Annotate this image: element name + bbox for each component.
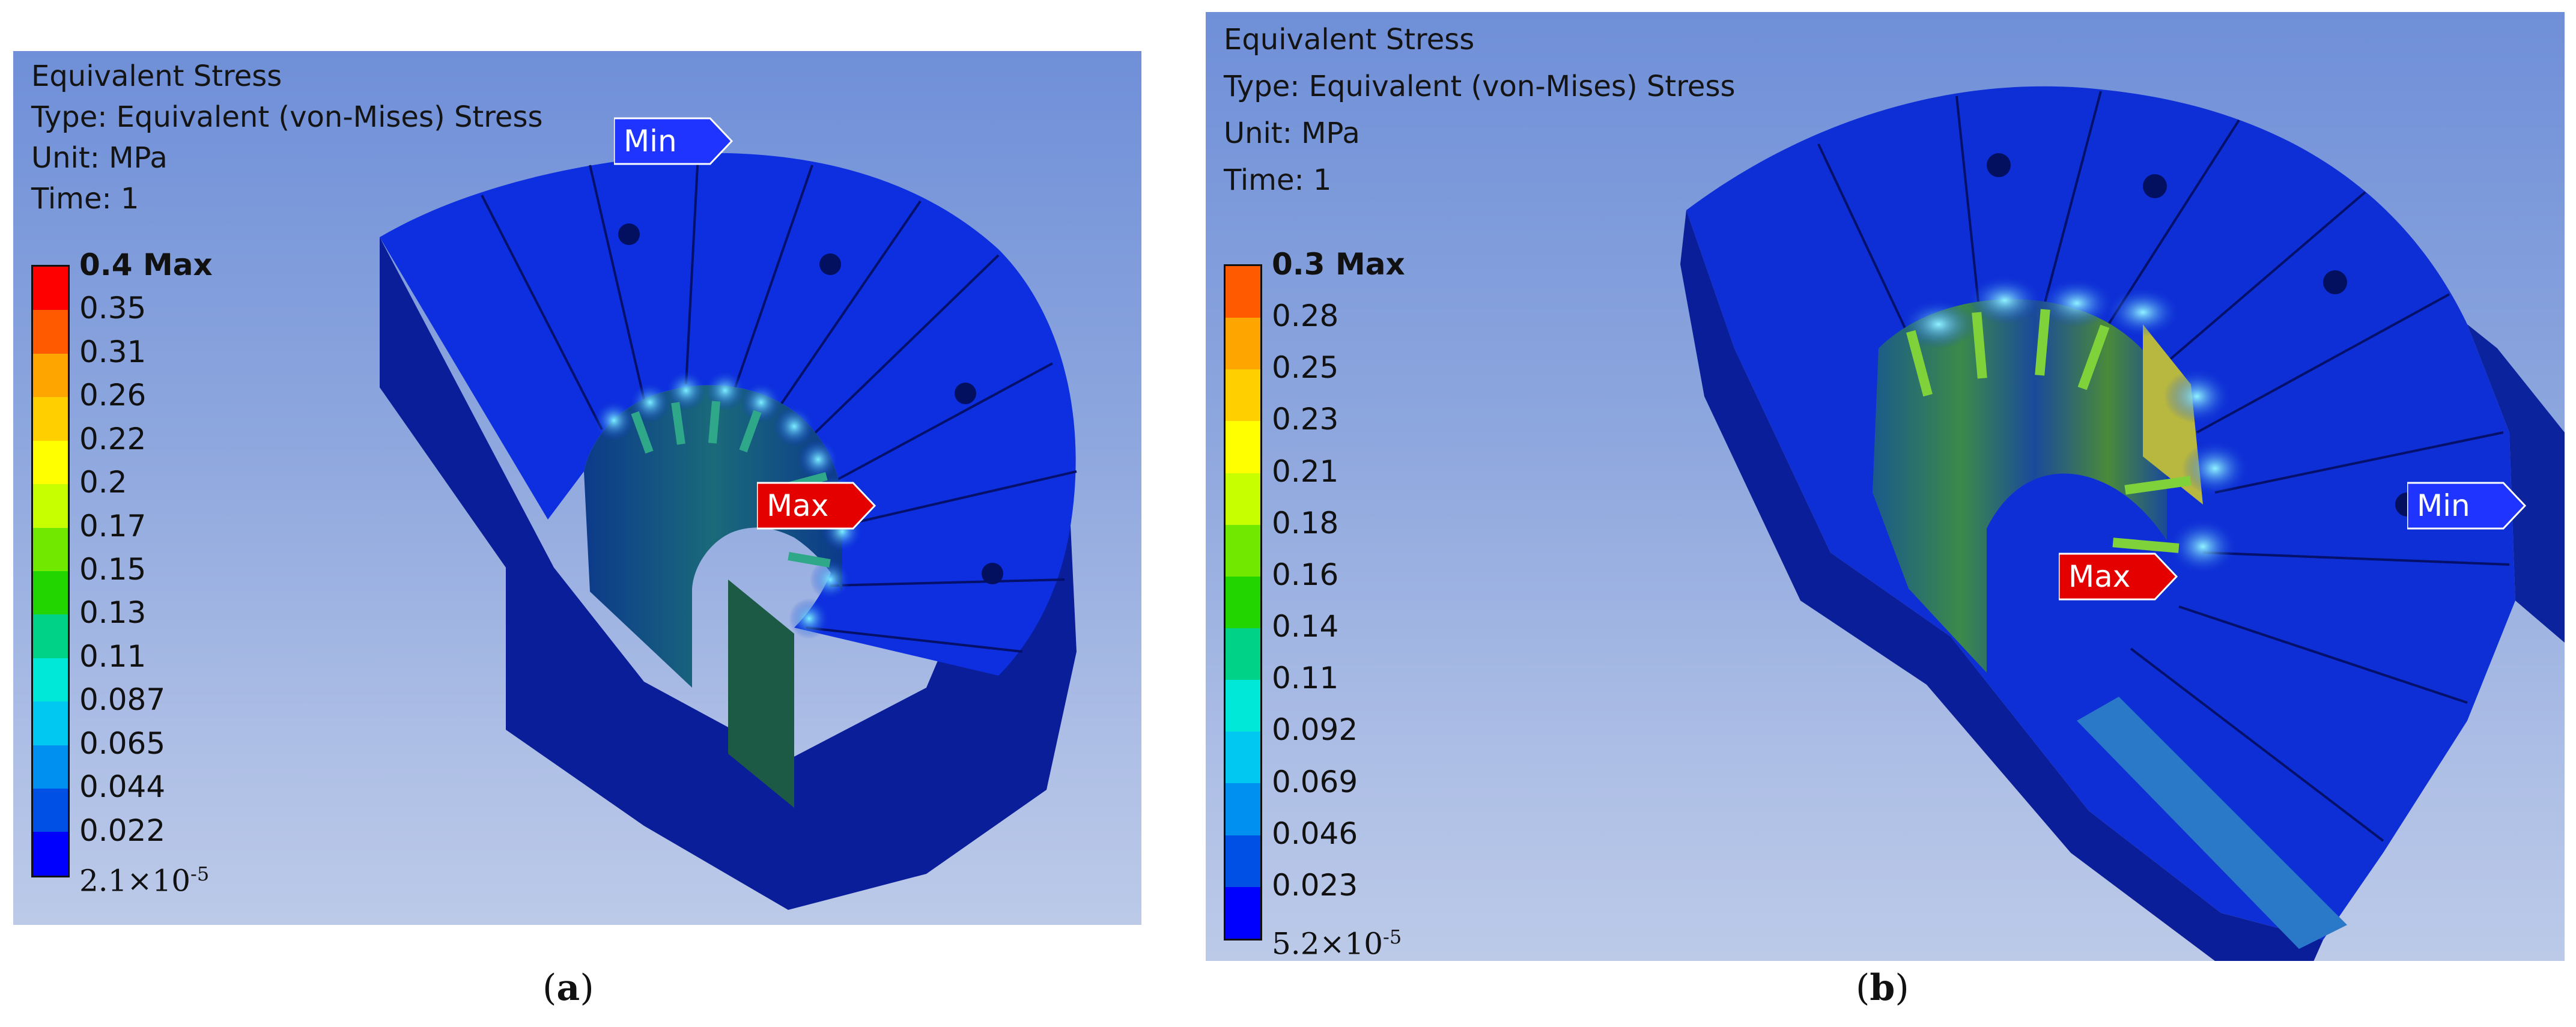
legend-label: 0.044 xyxy=(79,769,166,805)
panel-b-stress-model xyxy=(1680,86,2565,961)
legend-label: 0.11 xyxy=(1272,661,1339,696)
legend-label: 0.11 xyxy=(79,638,147,674)
panel-b-viewport: Equivalent Stress Type: Equivalent (von-… xyxy=(1206,12,2565,961)
legend-color-band xyxy=(1226,369,1260,422)
legend-color-band xyxy=(1226,886,1260,939)
legend-label: 0.18 xyxy=(1272,505,1339,541)
caption-b: (b) xyxy=(1856,967,1909,1009)
panel-b-result-type: Type: Equivalent (von-Mises) Stress xyxy=(1224,70,1736,103)
panel-a-result-time: Time: 1 xyxy=(31,182,139,216)
legend-label: 0.087 xyxy=(79,682,166,718)
legend-color-band xyxy=(1226,421,1260,473)
legend-color-band xyxy=(33,571,68,615)
legend-color-band xyxy=(33,310,68,354)
legend-label: 0.17 xyxy=(79,508,147,544)
legend-label: 0.28 xyxy=(1272,298,1339,334)
panel-a-max-label: Max xyxy=(767,488,829,523)
legend-color-band xyxy=(33,527,68,571)
legend-color-band xyxy=(1226,318,1260,370)
legend-color-band xyxy=(33,267,68,311)
panel-a-viewport: Equivalent Stress Type: Equivalent (von-… xyxy=(13,51,1141,925)
panel-b-result-time: Time: 1 xyxy=(1224,163,1332,197)
legend-label: 0.26 xyxy=(79,378,147,413)
panel-a-result-unit: Unit: MPa xyxy=(31,141,168,175)
legend-color-band xyxy=(33,484,68,528)
panel-b-min-probe: Min xyxy=(2407,482,2527,530)
legend-label: 0.16 xyxy=(1272,557,1339,592)
legend-label: 0.23 xyxy=(1272,402,1339,437)
panel-a-color-legend xyxy=(31,265,70,877)
legend-color-band xyxy=(33,397,68,441)
panel-a-max-probe: Max xyxy=(757,482,877,530)
legend-color-band xyxy=(1226,732,1260,784)
legend-label: 0.25 xyxy=(1272,350,1339,386)
legend-label: 0.13 xyxy=(79,595,147,631)
legend-label: 0.35 xyxy=(79,291,147,326)
legend-label: 0.31 xyxy=(79,334,147,369)
panel-b-result-unit: Unit: MPa xyxy=(1224,117,1360,150)
legend-label: 0.023 xyxy=(1272,867,1358,903)
legend-color-band xyxy=(33,701,68,745)
legend-color-band xyxy=(1226,680,1260,732)
legend-color-band xyxy=(1226,835,1260,887)
legend-label: 0.14 xyxy=(1272,609,1339,644)
panel-b-max-label: Max xyxy=(2068,559,2131,594)
legend-label: 0.22 xyxy=(79,421,147,456)
legend-color-band xyxy=(1226,524,1260,577)
panel-a-min-probe: Min xyxy=(614,117,734,165)
panel-b-max-probe: Max xyxy=(2059,553,2179,601)
legend-label: 5.2×10-5 xyxy=(1272,926,1402,961)
legend-label: 2.1×10-5 xyxy=(79,862,210,898)
legend-label: 0.4 Max xyxy=(79,247,213,282)
legend-label: 0.21 xyxy=(1272,453,1339,489)
legend-color-band xyxy=(1226,266,1260,318)
legend-color-band xyxy=(1226,576,1260,628)
panel-a-result-title: Equivalent Stress xyxy=(31,59,282,93)
legend-color-band xyxy=(33,745,68,789)
panel-b-color-legend xyxy=(1224,264,1262,941)
legend-label: 0.092 xyxy=(1272,712,1358,748)
legend-label: 0.069 xyxy=(1272,764,1358,799)
legend-color-band xyxy=(1226,783,1260,835)
legend-label: 0.046 xyxy=(1272,816,1358,851)
caption-a: (a) xyxy=(542,967,594,1009)
legend-color-band xyxy=(33,353,68,398)
panel-a-min-label: Min xyxy=(624,124,677,159)
legend-label: 0.022 xyxy=(79,813,166,848)
legend-color-band xyxy=(1226,628,1260,680)
legend-color-band xyxy=(33,658,68,702)
panel-b-result-title: Equivalent Stress xyxy=(1224,23,1475,56)
legend-color-band xyxy=(33,440,68,485)
legend-color-band xyxy=(1226,473,1260,525)
legend-color-band xyxy=(33,789,68,832)
panel-b-min-label: Min xyxy=(2417,488,2470,523)
panel-a-result-type: Type: Equivalent (von-Mises) Stress xyxy=(31,100,543,134)
panel-a-stress-model xyxy=(380,153,1077,910)
legend-color-band xyxy=(33,832,68,876)
legend-label: 0.065 xyxy=(79,726,166,761)
legend-color-band xyxy=(33,614,68,658)
legend-label: 0.15 xyxy=(79,552,147,587)
legend-label: 0.2 xyxy=(79,465,127,500)
legend-label: 0.3 Max xyxy=(1272,247,1405,282)
